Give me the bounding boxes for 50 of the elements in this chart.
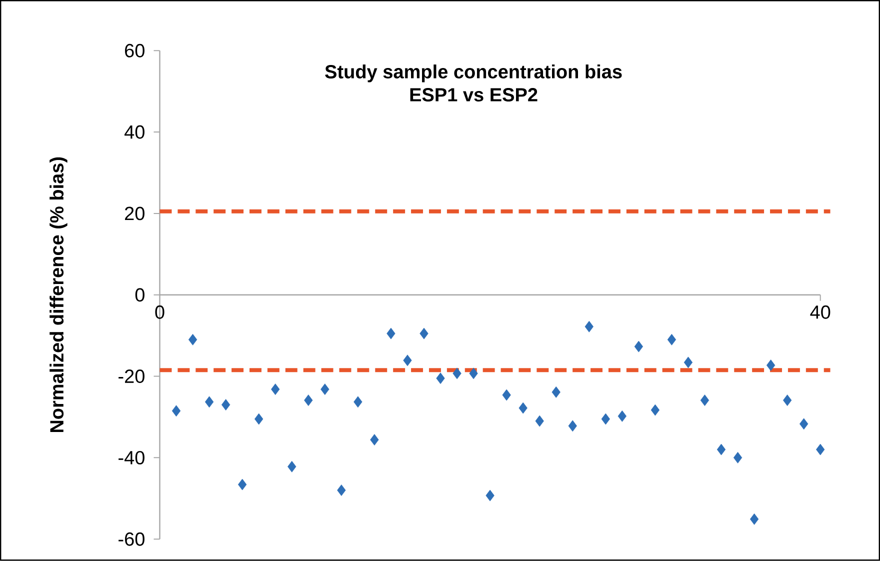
point [601,413,610,425]
y-tick-label: 20 [125,206,144,220]
y-tick-label: -40 [118,451,144,465]
point [552,386,560,398]
point [486,490,494,502]
point [750,514,759,525]
point [766,360,776,372]
point [452,368,462,380]
point [816,444,825,456]
point [782,394,792,406]
y-tick-label: 40 [124,125,144,139]
y-tick-label: 0 [135,288,144,302]
point [254,413,264,425]
point [469,368,478,380]
point [386,328,396,340]
point [634,340,644,352]
point [204,396,214,408]
point [733,452,742,464]
text: ESP1 vs ESP2 [410,88,538,102]
point [304,394,313,406]
point [800,418,808,430]
point [370,434,379,446]
point [288,461,296,472]
point [716,444,726,456]
point [684,356,693,368]
point [667,334,676,346]
point [188,334,198,346]
point [535,415,544,427]
point [618,410,626,422]
point [337,484,346,496]
point [584,321,594,332]
point [271,384,280,396]
point [320,384,330,396]
point [700,394,710,406]
point [403,354,412,366]
y-tick-label: -60 [118,532,144,546]
point [238,478,247,490]
y-tick-label: 60 [125,44,144,58]
y-axis-title: Normalized difference (% bias) [50,158,68,432]
point [436,372,445,384]
point [172,405,181,417]
point [518,402,528,414]
point [221,399,230,411]
text: Study sample concentration bias [325,64,622,82]
point [502,389,511,401]
point [354,396,362,408]
y-tick-label: -20 [118,370,144,384]
point [568,420,577,432]
point [420,328,428,340]
point [650,404,660,416]
